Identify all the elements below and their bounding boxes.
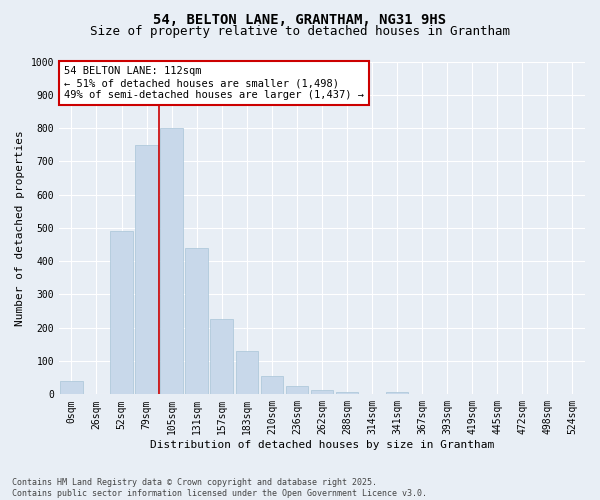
Text: 54, BELTON LANE, GRANTHAM, NG31 9HS: 54, BELTON LANE, GRANTHAM, NG31 9HS xyxy=(154,12,446,26)
Bar xyxy=(185,248,208,394)
Bar xyxy=(311,390,333,394)
Bar xyxy=(260,376,283,394)
Bar xyxy=(136,144,158,394)
Bar xyxy=(211,320,233,394)
Bar xyxy=(60,381,83,394)
Bar xyxy=(110,231,133,394)
Bar xyxy=(236,351,258,395)
Text: Contains HM Land Registry data © Crown copyright and database right 2025.
Contai: Contains HM Land Registry data © Crown c… xyxy=(12,478,427,498)
Y-axis label: Number of detached properties: Number of detached properties xyxy=(15,130,25,326)
Bar xyxy=(386,392,409,394)
Bar xyxy=(286,386,308,394)
X-axis label: Distribution of detached houses by size in Grantham: Distribution of detached houses by size … xyxy=(150,440,494,450)
Text: 54 BELTON LANE: 112sqm
← 51% of detached houses are smaller (1,498)
49% of semi-: 54 BELTON LANE: 112sqm ← 51% of detached… xyxy=(64,66,364,100)
Text: Size of property relative to detached houses in Grantham: Size of property relative to detached ho… xyxy=(90,25,510,38)
Bar xyxy=(336,392,358,394)
Bar xyxy=(160,128,183,394)
